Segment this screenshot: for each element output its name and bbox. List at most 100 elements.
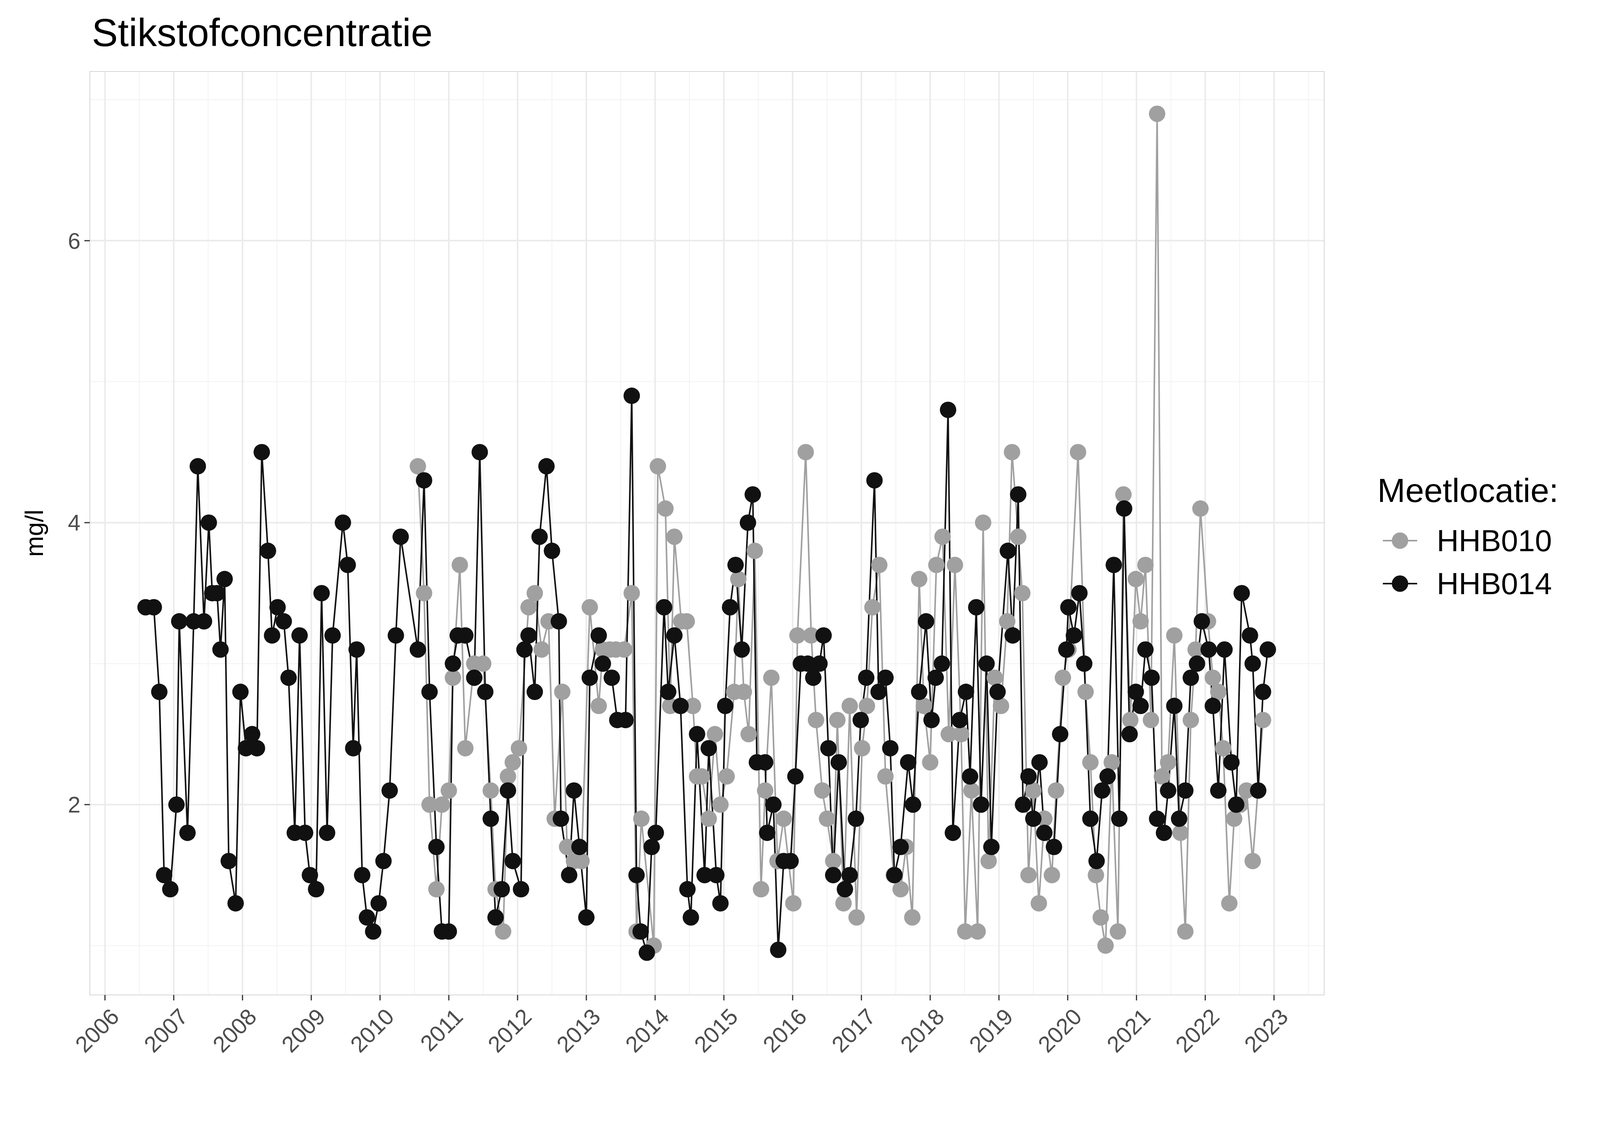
grid-x bbox=[310, 71, 313, 995]
data-point bbox=[934, 528, 951, 545]
data-point bbox=[655, 598, 673, 616]
data-point bbox=[162, 880, 179, 898]
data-point bbox=[482, 810, 499, 827]
data-point bbox=[1045, 838, 1063, 856]
grid-x bbox=[998, 71, 1000, 995]
data-point bbox=[457, 739, 474, 757]
data-point bbox=[526, 584, 543, 602]
data-point bbox=[814, 782, 831, 799]
data-point bbox=[516, 641, 533, 658]
data-point bbox=[693, 768, 711, 785]
background bbox=[0, 0, 1600, 1143]
data-point bbox=[1166, 697, 1183, 715]
data-point bbox=[1254, 683, 1272, 700]
data-point bbox=[155, 866, 173, 884]
data-point bbox=[1132, 697, 1149, 715]
minor-grid-x bbox=[139, 71, 140, 995]
x-tick bbox=[723, 994, 725, 1001]
data-point bbox=[752, 880, 770, 898]
data-point bbox=[499, 782, 517, 799]
data-point bbox=[1172, 824, 1189, 842]
x-tick bbox=[448, 994, 450, 1001]
data-point bbox=[978, 655, 995, 672]
data-point bbox=[1051, 725, 1069, 743]
y-tick bbox=[84, 521, 90, 524]
data-point bbox=[189, 458, 206, 475]
data-point bbox=[1210, 782, 1227, 799]
data-point bbox=[1105, 556, 1122, 574]
data-point bbox=[858, 669, 875, 686]
title: Stikstofconcentratie bbox=[91, 10, 433, 55]
data-point bbox=[672, 697, 689, 715]
data-point bbox=[1093, 782, 1111, 799]
data-point bbox=[370, 894, 387, 912]
data-point bbox=[986, 669, 1004, 686]
data-point bbox=[999, 542, 1017, 559]
data-point bbox=[969, 923, 986, 940]
data-point bbox=[678, 613, 695, 630]
x-tick-label: 2015 bbox=[689, 1003, 743, 1058]
data-point bbox=[1076, 655, 1093, 672]
data-point bbox=[730, 570, 747, 588]
grid-x bbox=[723, 71, 725, 995]
data-point bbox=[852, 711, 869, 729]
minor-grid-x bbox=[414, 71, 415, 995]
data-point bbox=[633, 810, 650, 827]
data-point bbox=[1204, 697, 1222, 715]
x-tick bbox=[173, 994, 175, 1001]
data-point bbox=[280, 669, 297, 686]
data-point bbox=[623, 387, 640, 404]
data-point bbox=[1065, 627, 1083, 644]
data-point bbox=[628, 866, 645, 884]
grid-x bbox=[1273, 71, 1275, 995]
data-point bbox=[348, 641, 365, 658]
data-point bbox=[275, 613, 292, 630]
data-point bbox=[538, 458, 555, 475]
data-point bbox=[952, 725, 970, 743]
data-point bbox=[815, 627, 832, 644]
data-point bbox=[877, 669, 894, 686]
data-point bbox=[444, 669, 462, 686]
data-point bbox=[200, 514, 218, 531]
data-point bbox=[494, 923, 512, 940]
data-point bbox=[841, 697, 858, 715]
data-point bbox=[830, 753, 847, 771]
data-point bbox=[440, 923, 458, 940]
data-point bbox=[758, 824, 776, 842]
data-point bbox=[712, 796, 729, 813]
data-point bbox=[841, 866, 858, 884]
x-tick-label: 2012 bbox=[482, 1003, 537, 1058]
x-tick-label: 2017 bbox=[826, 1003, 881, 1058]
data-point bbox=[1025, 810, 1042, 827]
data-point bbox=[1099, 768, 1116, 785]
data-point bbox=[179, 824, 196, 842]
data-point bbox=[757, 782, 774, 799]
minor-grid-x bbox=[620, 71, 622, 995]
data-point bbox=[1221, 894, 1238, 912]
data-point bbox=[358, 908, 375, 926]
x-tick-label: 2020 bbox=[1032, 1003, 1087, 1058]
data-point bbox=[578, 908, 595, 926]
data-point bbox=[531, 528, 548, 545]
x-tick-label: 2016 bbox=[757, 1003, 812, 1058]
data-point bbox=[1166, 627, 1183, 644]
data-point bbox=[416, 472, 433, 489]
data-point bbox=[171, 613, 188, 630]
data-point bbox=[1031, 753, 1048, 771]
data-point bbox=[820, 739, 837, 757]
data-point bbox=[797, 443, 815, 461]
data-point bbox=[1054, 669, 1072, 686]
data-point bbox=[757, 753, 774, 771]
minor-grid-y bbox=[89, 99, 1325, 100]
data-point bbox=[482, 782, 499, 799]
data-point bbox=[1030, 894, 1047, 912]
data-point bbox=[269, 598, 286, 616]
data-point bbox=[1259, 641, 1277, 658]
data-point bbox=[421, 683, 438, 700]
data-point bbox=[1071, 584, 1088, 602]
data-point bbox=[904, 796, 922, 813]
data-point bbox=[1069, 443, 1087, 461]
data-point bbox=[594, 655, 611, 672]
data-point bbox=[232, 683, 249, 700]
data-point bbox=[409, 641, 427, 658]
